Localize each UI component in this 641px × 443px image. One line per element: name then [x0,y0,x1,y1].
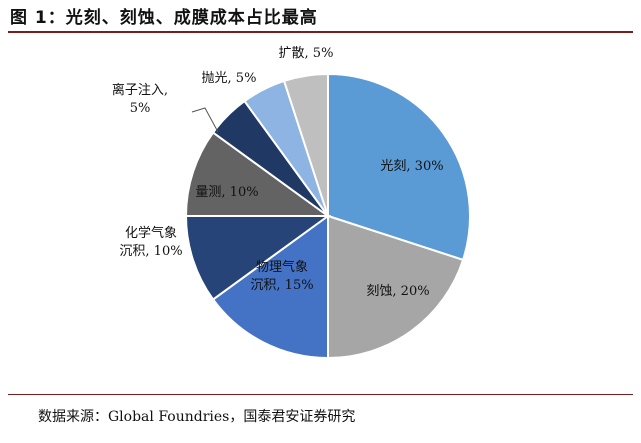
pie-slice-8 [282,72,329,217]
slice-label-4: 化学气象沉积, 10% [119,225,182,259]
slice-label-2: 刻蚀, 20% [366,284,429,299]
pie-slice-3 [211,214,329,360]
slice-label-5: 量测, 10% [195,185,258,200]
pie-slice-4 [184,215,332,301]
pie-slice-2 [327,214,465,360]
slice-label-8: 扩散, 5% [279,46,334,61]
pie-slice-5 [184,131,332,217]
pie-slice-1 [327,72,471,262]
source-rule [8,394,633,395]
title-rule [8,31,633,33]
slice-label-1: 光刻, 30% [380,159,443,174]
data-source: 数据来源：Global Foundries，国泰君安证券研究 [38,409,356,425]
slice-label-6: 离子注入, 5% [112,82,168,116]
slice-label-7: 抛光, 5% [202,71,257,86]
slice-label-3: 物理气象沉积, 15% [250,259,313,293]
figure-title: 图 1：光刻、刻蚀、成膜成本占比最高 [10,8,318,28]
leader-line-6 [191,107,219,133]
